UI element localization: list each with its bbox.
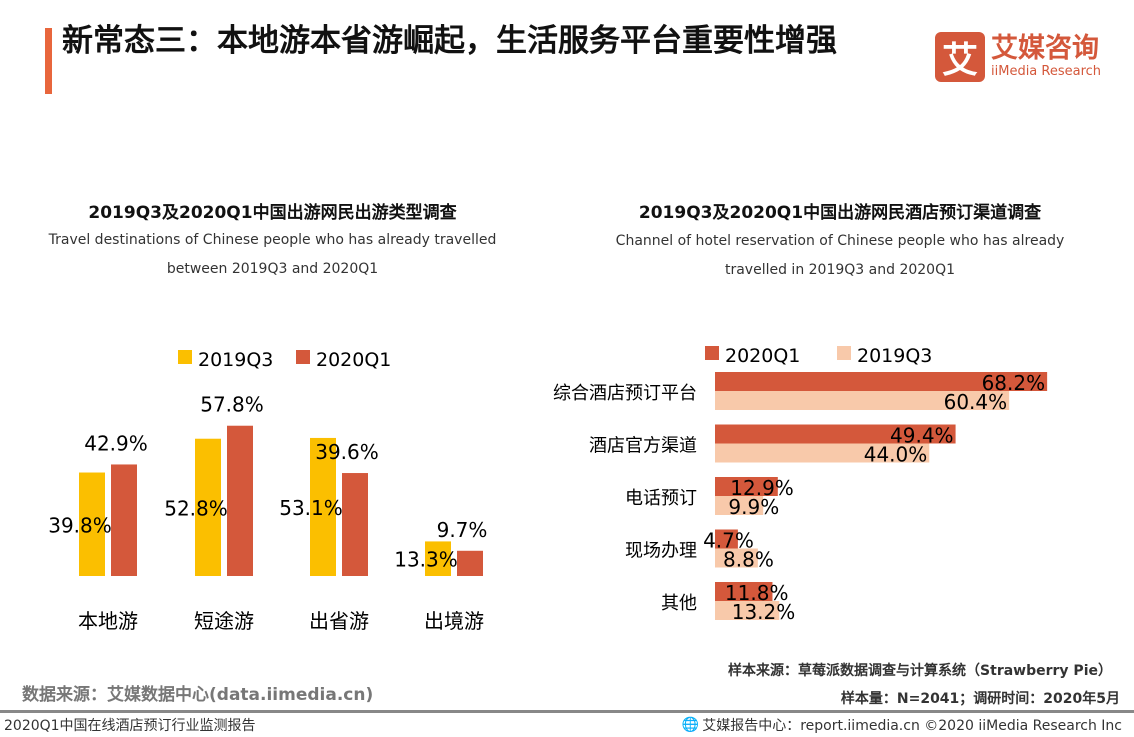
data-label-2019Q3-出省游: 53.1% — [279, 496, 343, 520]
data-label-2019Q3-短途游: 52.8% — [164, 496, 228, 520]
category-label-现场办理: 现场办理 — [625, 541, 697, 562]
logo: 艾 艾媒咨询 iiMedia Research — [935, 32, 1101, 82]
bar-2019Q3-综合酒店预订平台 — [715, 391, 1010, 410]
legend-swatch-2020Q1 — [296, 350, 310, 364]
legend-swatch-2019Q3 — [178, 350, 192, 364]
bar-2020Q1-其他 — [715, 582, 773, 601]
sample-source: 样本来源：草莓派数据调查与计算系统（Strawberry Pie） — [728, 663, 1112, 679]
data-label-2019Q3-其他: 13.2% — [732, 600, 796, 624]
legend-label-2020Q1: 2020Q1 — [725, 345, 800, 367]
legend-label-2019Q3: 2019Q3 — [198, 349, 273, 371]
sample-size: 样本量：N=2041；调研时间：2020年5月 — [840, 691, 1120, 707]
right-chart-subtitle-1: Channel of hotel reservation of Chinese … — [615, 233, 1065, 249]
data-label-2019Q3-现场办理: 8.8% — [723, 548, 774, 572]
bar-2019Q3-出省游 — [310, 437, 336, 576]
logo-mark: 艾 — [935, 32, 985, 82]
bar-2020Q1-电话预订 — [715, 477, 778, 496]
legend-swatch-2020Q1 — [705, 346, 719, 360]
legend-label-2019Q3: 2019Q3 — [857, 345, 932, 367]
category-label-本地游: 本地游 — [78, 609, 138, 633]
data-label-2020Q1-出境游: 9.7% — [437, 518, 488, 542]
bar-2019Q3-本地游 — [79, 472, 105, 576]
category-label-出省游: 出省游 — [309, 609, 369, 633]
category-label-酒店官方渠道: 酒店官方渠道 — [589, 436, 697, 457]
left-chart-title: 2019Q3及2020Q1中国出游网民出游类型调查 — [88, 203, 457, 223]
category-label-其他: 其他 — [661, 593, 697, 614]
data-label-2020Q1-出省游: 39.6% — [315, 440, 379, 464]
data-label-2019Q3-本地游: 39.8% — [48, 513, 112, 537]
data-label-2020Q1-本地游: 42.9% — [84, 431, 148, 455]
bar-2020Q1-短途游 — [227, 425, 253, 576]
category-label-短途游: 短途游 — [194, 609, 254, 633]
logo-en: iiMedia Research — [991, 64, 1102, 79]
bar-2020Q1-出境游 — [457, 550, 483, 576]
globe-icon: 🌐 — [681, 717, 700, 733]
data-label-2020Q1-短途游: 57.8% — [200, 393, 264, 417]
category-label-出境游: 出境游 — [424, 609, 484, 633]
data-label-2019Q3-出境游: 13.3% — [394, 548, 458, 572]
report-center-text: 艾媒报告中心：report.iimedia.cn ©2020 iiMedia R… — [702, 718, 1122, 734]
bar-2019Q3-出境游 — [425, 541, 451, 576]
report-center: 🌐 艾媒报告中心：report.iimedia.cn ©2020 iiMedia… — [682, 715, 1122, 735]
bar-2020Q1-本地游 — [111, 464, 137, 576]
right-chart-subtitle-2: travelled in 2019Q3 and 2020Q1 — [724, 262, 955, 278]
data-source: 数据来源：艾媒数据中心(data.iimedia.cn) — [22, 685, 374, 705]
data-label-2019Q3-综合酒店预订平台: 60.4% — [944, 390, 1008, 414]
bar-2020Q1-综合酒店预订平台 — [715, 372, 1048, 391]
bar-2019Q3-现场办理 — [715, 548, 758, 568]
bar-2020Q1-酒店官方渠道 — [715, 424, 956, 444]
data-label-2019Q3-电话预订: 9.9% — [728, 495, 779, 519]
travel-type-bar-chart: 2019Q3 2020Q1 39.8% 42.9% 本地游 52.8% 57.8% 短途游 53… — [48, 349, 488, 633]
category-label-综合酒店预订平台: 综合酒店预订平台 — [553, 383, 697, 404]
report-name: 2020Q1中国在线酒店预订行业监测报告 — [4, 718, 256, 734]
bar-2020Q1-出省游 — [342, 473, 368, 576]
bar-2020Q1-现场办理 — [715, 529, 738, 549]
bar-2019Q3-酒店官方渠道 — [715, 443, 930, 463]
bar-2019Q3-其他 — [715, 601, 780, 620]
data-label-2019Q3-酒店官方渠道: 44.0% — [864, 443, 928, 467]
right-chart-title: 2019Q3及2020Q1中国出游网民酒店预订渠道调查 — [638, 203, 1042, 223]
page-title: 新常态三：本地游本省游崛起，生活服务平台重要性增强 — [62, 23, 837, 59]
category-label-电话预订: 电话预订 — [625, 488, 697, 509]
left-chart-subtitle-1: Travel destinations of Chinese people wh… — [48, 232, 497, 248]
bar-2019Q3-电话预订 — [715, 496, 764, 515]
legend-swatch-2019Q3 — [837, 346, 851, 360]
legend-label-2020Q1: 2020Q1 — [316, 349, 391, 371]
left-chart-subtitle-2: between 2019Q3 and 2020Q1 — [166, 261, 379, 277]
bar-2019Q3-短途游 — [195, 438, 221, 576]
footer-divider — [0, 710, 1134, 713]
title-accent-bar — [45, 28, 52, 94]
logo-cn: 艾媒咨询 — [991, 33, 1099, 64]
